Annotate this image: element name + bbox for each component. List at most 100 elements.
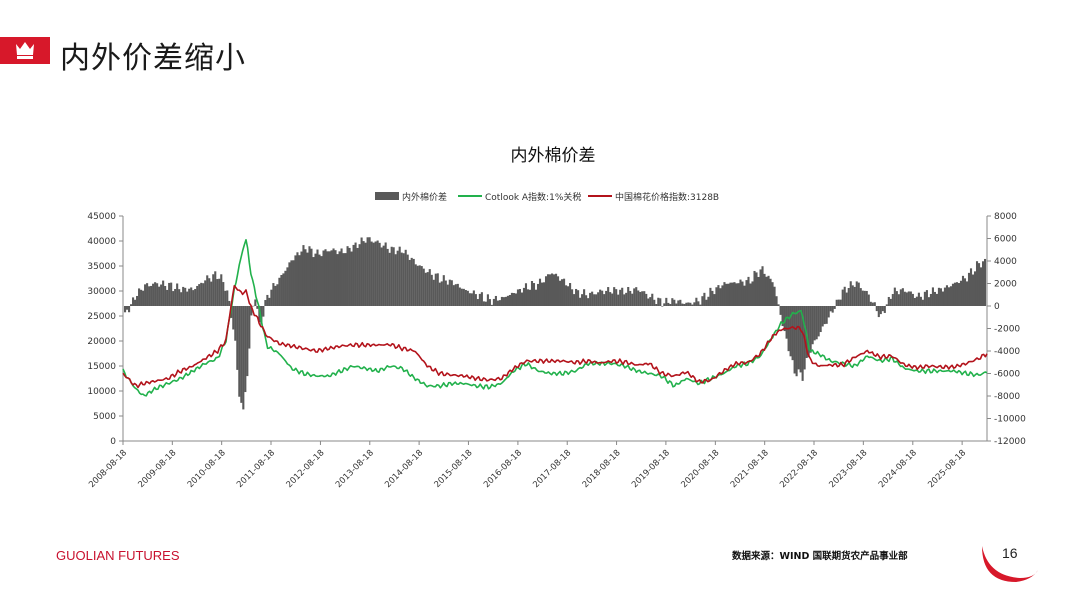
spread-bar — [929, 293, 932, 306]
spread-bar — [661, 306, 664, 307]
spread-bar — [569, 283, 572, 306]
spread-bar — [138, 288, 141, 306]
spread-bar — [583, 289, 586, 306]
spread-bar — [194, 288, 197, 306]
spread-bar — [240, 306, 243, 403]
spread-bar — [266, 294, 269, 306]
legend-label-cotlook: Cotlook A指数:1%关税 — [485, 191, 581, 203]
spread-bar — [687, 302, 690, 306]
spread-bar — [268, 297, 271, 306]
spread-bar — [278, 277, 281, 306]
spread-bar — [555, 273, 558, 306]
spread-bar — [204, 280, 207, 306]
x-tick-label: 2011-08-18 — [235, 448, 277, 490]
spread-bar — [448, 279, 451, 306]
spread-bar — [785, 306, 788, 339]
spread-bar — [595, 294, 598, 306]
spread-bar — [983, 258, 987, 306]
spread-bar — [763, 273, 766, 306]
y-right-tick-label: 6000 — [994, 235, 1017, 245]
spread-bar — [552, 274, 556, 306]
spread-bar — [544, 276, 548, 306]
spread-bar — [671, 298, 674, 306]
spread-bar — [663, 303, 666, 306]
spread-bar — [300, 251, 303, 306]
spread-bar — [647, 298, 650, 306]
spread-bar — [709, 287, 712, 306]
spread-bar — [398, 246, 401, 306]
spread-bar — [340, 248, 343, 306]
spread-bar — [190, 287, 193, 306]
spread-bar — [166, 289, 169, 306]
spread-bar — [667, 302, 670, 306]
spread-bar — [621, 287, 624, 306]
spread-bar — [452, 285, 455, 306]
spread-bar — [635, 287, 638, 306]
spread-bar — [426, 272, 429, 306]
spread-bar — [935, 293, 938, 306]
spread-bar — [202, 283, 205, 306]
spread-bar — [717, 285, 720, 306]
page-number: 16 — [1002, 545, 1018, 561]
spread-bar — [951, 283, 955, 306]
spread-bar — [941, 291, 944, 306]
spread-bar — [741, 281, 744, 306]
spread-bar — [711, 290, 714, 306]
spread-bar — [318, 254, 321, 306]
x-tick-label: 2013-08-18 — [334, 448, 376, 490]
spread-bar — [713, 294, 716, 306]
x-tick-label: 2016-08-18 — [482, 448, 524, 490]
spread-bar — [705, 299, 708, 306]
spread-bar — [723, 282, 726, 306]
spread-bar — [304, 249, 307, 306]
spread-bar — [863, 290, 866, 306]
spread-bar — [613, 287, 616, 306]
spread-bar — [883, 306, 886, 313]
spread-bar — [631, 293, 634, 306]
spread-bar — [218, 278, 221, 306]
spread-bar — [887, 296, 890, 306]
spread-bar — [821, 306, 824, 327]
spread-bar — [212, 274, 215, 306]
spread-bar — [256, 306, 259, 309]
spread-bar — [524, 283, 528, 306]
spread-bar — [148, 286, 151, 306]
spread-bar — [334, 250, 337, 306]
spread-bar — [945, 285, 949, 306]
spread-bar — [783, 306, 786, 332]
spread-bar — [294, 255, 297, 306]
cotlook-line — [122, 239, 988, 397]
spread-bar — [368, 237, 371, 306]
spread-bar — [462, 288, 465, 306]
spread-bar — [270, 289, 273, 306]
spread-bar — [390, 246, 393, 306]
spread-bar — [128, 306, 131, 313]
spread-bar — [579, 297, 582, 306]
spread-bar — [755, 272, 758, 306]
spread-bar — [977, 263, 981, 306]
spread-bar — [350, 251, 353, 306]
spread-bar — [502, 297, 505, 306]
spread-bar — [725, 283, 728, 306]
spread-bar — [953, 282, 957, 306]
spread-bar — [617, 294, 620, 306]
spread-bar — [971, 274, 975, 306]
chart-title: 内外棉价差 — [511, 146, 596, 166]
spread-bar — [823, 306, 826, 325]
spread-bar — [601, 290, 604, 306]
spread-bar — [879, 306, 882, 315]
spread-bar — [458, 287, 461, 306]
spread-bar — [274, 285, 277, 306]
spread-bar — [200, 282, 203, 306]
spread-bar — [354, 242, 357, 306]
spread-bar — [290, 260, 293, 306]
spread-bar — [619, 289, 622, 306]
spread-bar — [877, 306, 880, 318]
spread-bar — [701, 296, 704, 306]
spread-bar — [769, 278, 772, 306]
spread-bar — [152, 283, 155, 306]
spread-bar — [188, 288, 191, 306]
spread-bar — [881, 306, 884, 312]
spread-bar — [518, 288, 522, 306]
spread-bar — [649, 297, 652, 306]
